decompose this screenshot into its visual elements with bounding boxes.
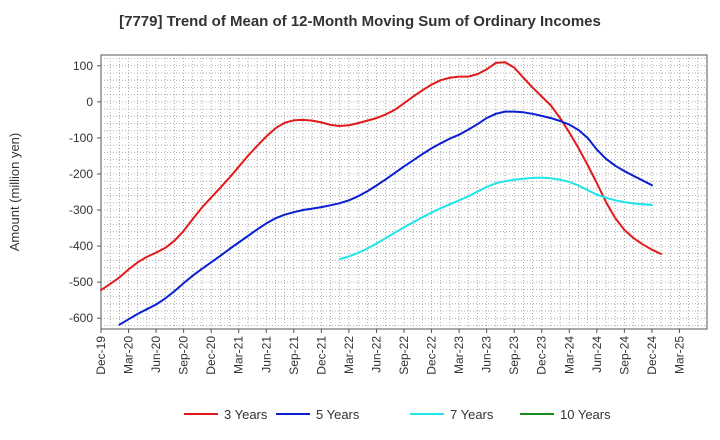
- grid-horizontal: [101, 58, 707, 326]
- x-tick-label: Mar-24: [562, 336, 576, 374]
- y-tick-label: -600: [69, 311, 93, 325]
- x-tick-label: Dec-23: [535, 336, 549, 375]
- x-tick-label: Dec-22: [425, 336, 439, 375]
- y-tick-label: 100: [73, 59, 93, 73]
- x-axis-ticks: Dec-19 Mar-20 Jun-20 Sep-20 Dec-20 Mar-21 Jun-…: [94, 329, 687, 375]
- x-tick-label: Mar-20: [122, 336, 136, 374]
- series-line-7-years: [338, 176, 653, 261]
- x-tick-label: Sep-23: [507, 336, 521, 375]
- x-tick-label: Mar-21: [232, 336, 246, 374]
- series-line-5-years: [118, 110, 653, 326]
- chart-title: [7779] Trend of Mean of 12-Month Moving …: [119, 13, 601, 30]
- x-tick-label: Dec-24: [645, 336, 659, 375]
- y-tick-label: -400: [69, 239, 93, 253]
- legend-label: 10 Years: [560, 407, 611, 422]
- x-tick-label: Jun-22: [370, 336, 384, 373]
- legend-label: 7 Years: [450, 407, 494, 422]
- y-tick-label: -200: [69, 167, 93, 181]
- series-lines: [100, 61, 663, 326]
- x-tick-label: Dec-19: [94, 336, 108, 375]
- x-tick-label: Sep-24: [617, 336, 631, 375]
- grid-vertical: [109, 55, 699, 329]
- legend: 3 Years 5 Years 7 Years 10 Years: [184, 407, 611, 422]
- x-tick-label: Dec-20: [204, 336, 218, 375]
- x-tick-label: Sep-21: [287, 336, 301, 375]
- x-tick-label: Jun-23: [480, 336, 494, 373]
- x-tick-label: Jun-20: [149, 336, 163, 373]
- x-tick-label: Sep-22: [397, 336, 411, 375]
- y-tick-label: -300: [69, 203, 93, 217]
- y-axis-label: Amount (million yen): [7, 133, 22, 252]
- x-tick-label: Mar-25: [673, 336, 687, 374]
- x-tick-label: Mar-23: [452, 336, 466, 374]
- x-tick-label: Mar-22: [342, 336, 356, 374]
- y-tick-label: -500: [69, 275, 93, 289]
- y-tick-label: -100: [69, 131, 93, 145]
- legend-label: 5 Years: [316, 407, 360, 422]
- x-tick-label: Dec-21: [314, 336, 328, 375]
- series-line-3-years: [100, 61, 663, 292]
- x-tick-label: Jun-24: [590, 336, 604, 373]
- y-axis-ticks: 100 0 -100 -200 -300 -400 -500 -600: [69, 59, 101, 325]
- x-tick-label: Sep-20: [177, 336, 191, 375]
- plot-area: [100, 54, 708, 330]
- x-tick-label: Jun-21: [259, 336, 273, 373]
- y-tick-label: 0: [86, 95, 93, 109]
- legend-label: 3 Years: [224, 407, 268, 422]
